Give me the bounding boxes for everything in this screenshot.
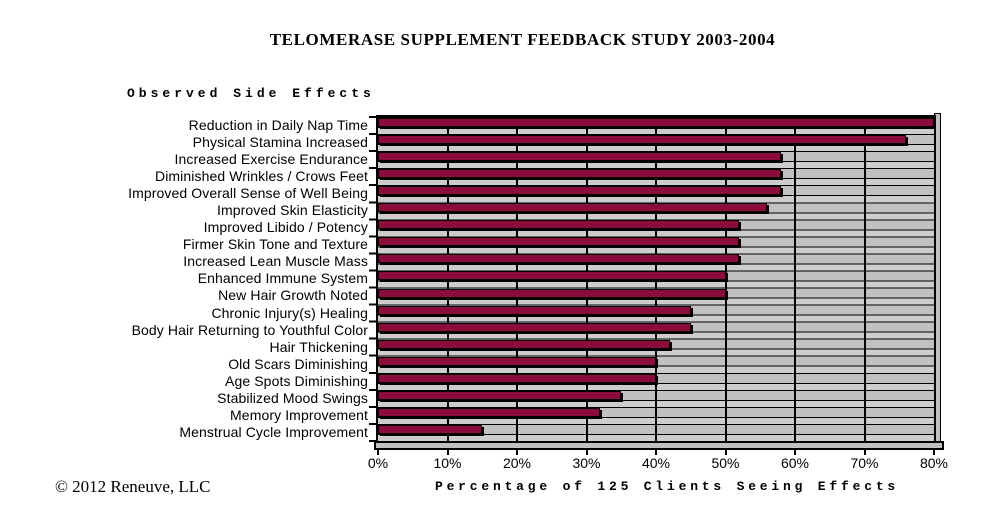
x-tick-label: 70% [850, 455, 879, 471]
x-tick-mark [794, 448, 796, 455]
x-tick-mark [933, 448, 935, 455]
x-tick-mark [377, 448, 379, 455]
category-label: Old Scars Diminishing [228, 355, 368, 372]
category-label: Increased Exercise Endurance [174, 151, 368, 168]
category-label: Firmer Skin Tone and Texture [182, 236, 368, 253]
bar [378, 288, 726, 298]
bar [378, 135, 907, 145]
category-label: Improved Skin Elasticity [216, 202, 368, 219]
bar [378, 203, 768, 213]
category-label: Enhanced Immune System [197, 270, 368, 287]
category-label: Age Spots Diminishing [225, 372, 368, 389]
bar [378, 118, 934, 127]
category-label: Reduction in Daily Nap Time [188, 117, 368, 133]
category-label: Improved Libido / Potency [203, 219, 368, 236]
x-tick-label: 50% [711, 455, 740, 471]
gridline [724, 117, 727, 441]
x-tick-mark [585, 448, 588, 455]
x-tick-label: 80% [919, 455, 949, 471]
x-tick-mark [516, 448, 518, 455]
x-tick-label: 40% [641, 455, 671, 471]
category-label: Diminished Wrinkles / Crows Feet [155, 168, 368, 185]
x-tick-mark [724, 448, 727, 455]
x-tick-mark [446, 448, 449, 455]
x-axis-tick-labels: 0% 10% 20% 30% 40% 50% 60% 70% 80% [368, 455, 948, 473]
chart-subtitle: Observed Side Effects [127, 86, 375, 101]
bar [378, 322, 691, 332]
bar [378, 390, 622, 400]
x-tick-mark [863, 448, 866, 455]
bar [378, 407, 601, 417]
category-label: Menstrual Cycle Improvement [179, 423, 368, 440]
plot-floor [374, 441, 944, 450]
category-label: Stabilized Mood Swings [217, 389, 368, 406]
plot-side-wall [934, 113, 941, 443]
x-tick-label: 10% [433, 455, 462, 471]
category-label: Chronic Injury(s) Healing [211, 304, 368, 321]
x-tick-label: 0% [367, 455, 389, 471]
category-tick-marks [369, 116, 377, 444]
category-label: Physical Stamina Increased [192, 134, 368, 151]
bar [378, 237, 740, 247]
chart-title: TELOMERASE SUPPLEMENT FEEDBACK STUDY 200… [269, 30, 776, 49]
bar [378, 254, 740, 264]
bar [378, 424, 483, 434]
x-axis-ticks [377, 448, 935, 456]
bar [378, 186, 782, 196]
x-tick-label: 20% [502, 455, 532, 471]
x-axis-title: Percentage of 125 Clients Seeing Effects [434, 479, 900, 494]
bar [378, 220, 740, 230]
bar [378, 305, 691, 315]
plot-area [369, 113, 941, 444]
category-label: Increased Lean Muscle Mass [183, 253, 368, 270]
bar [378, 169, 782, 179]
copyright-text: © 2012 Reneuve, LLC [55, 477, 211, 496]
category-label: Improved Overall Sense of Well Being [128, 185, 368, 202]
gridline [794, 117, 796, 441]
bar [378, 373, 656, 383]
category-axis-labels: Reduction in Daily Nap Time Physical Stam… [0, 117, 368, 441]
bar [378, 339, 670, 349]
bar [378, 271, 726, 281]
gridline [863, 117, 866, 441]
bar [378, 356, 656, 366]
category-label: Hair Thickening [269, 338, 368, 355]
category-label: New Hair Growth Noted [218, 287, 368, 304]
x-tick-mark [655, 448, 657, 455]
bar [378, 152, 782, 162]
category-label: Body Hair Returning to Youthful Color [131, 321, 368, 338]
x-tick-label: 30% [572, 455, 601, 471]
x-tick-label: 60% [780, 455, 810, 471]
category-label: Memory Improvement [230, 406, 368, 423]
